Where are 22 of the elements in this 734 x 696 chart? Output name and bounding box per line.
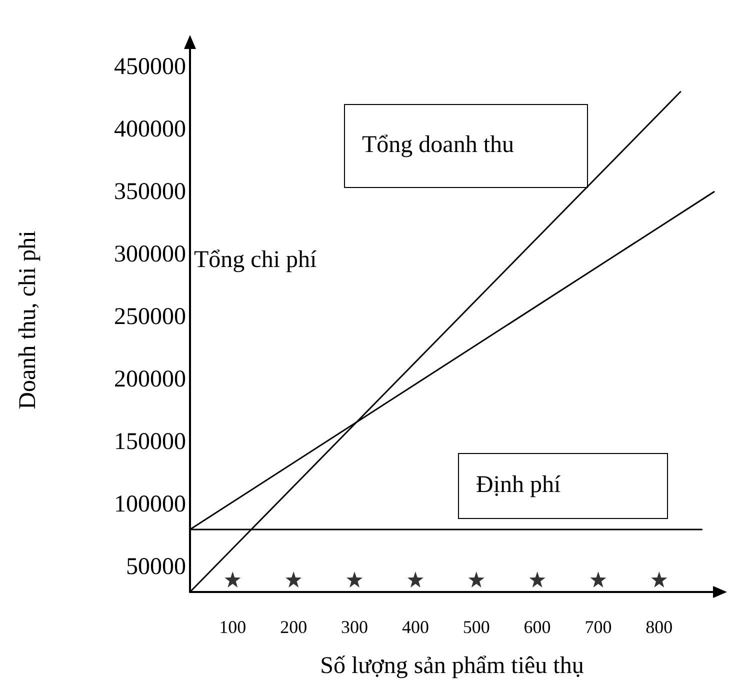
y-tick-label: 50000 (126, 554, 186, 580)
annotation: Định phí (476, 472, 561, 498)
x-tick-label: 700 (584, 617, 612, 637)
x-tick-label: 200 (280, 617, 308, 637)
x-tick-label: 300 (341, 617, 368, 637)
x-tick-label: 800 (646, 617, 673, 637)
y-tick-label: 200000 (114, 366, 186, 392)
y-tick-label: 400000 (114, 116, 186, 142)
annotation: Tổng chi phí (194, 247, 317, 273)
y-tick-label: 300000 (114, 241, 186, 268)
x-tick-label: 100 (219, 617, 246, 637)
annotation: Tổng doanh thu (362, 132, 514, 158)
y-tick-label: 350000 (114, 178, 186, 205)
y-tick-label: 150000 (114, 428, 186, 455)
x-axis-title: Số lượng sản phẩm tiêu thụ (320, 653, 584, 679)
y-tick-label: 100000 (114, 491, 186, 518)
x-tick-label: 600 (524, 617, 551, 637)
x-tick-label: 400 (402, 617, 429, 637)
y-axis-title: Doanh thu, chi phi (15, 230, 41, 410)
y-tick-label: 450000 (114, 54, 186, 80)
x-tick-label: 500 (462, 617, 490, 637)
y-tick-label: 250000 (114, 304, 186, 330)
